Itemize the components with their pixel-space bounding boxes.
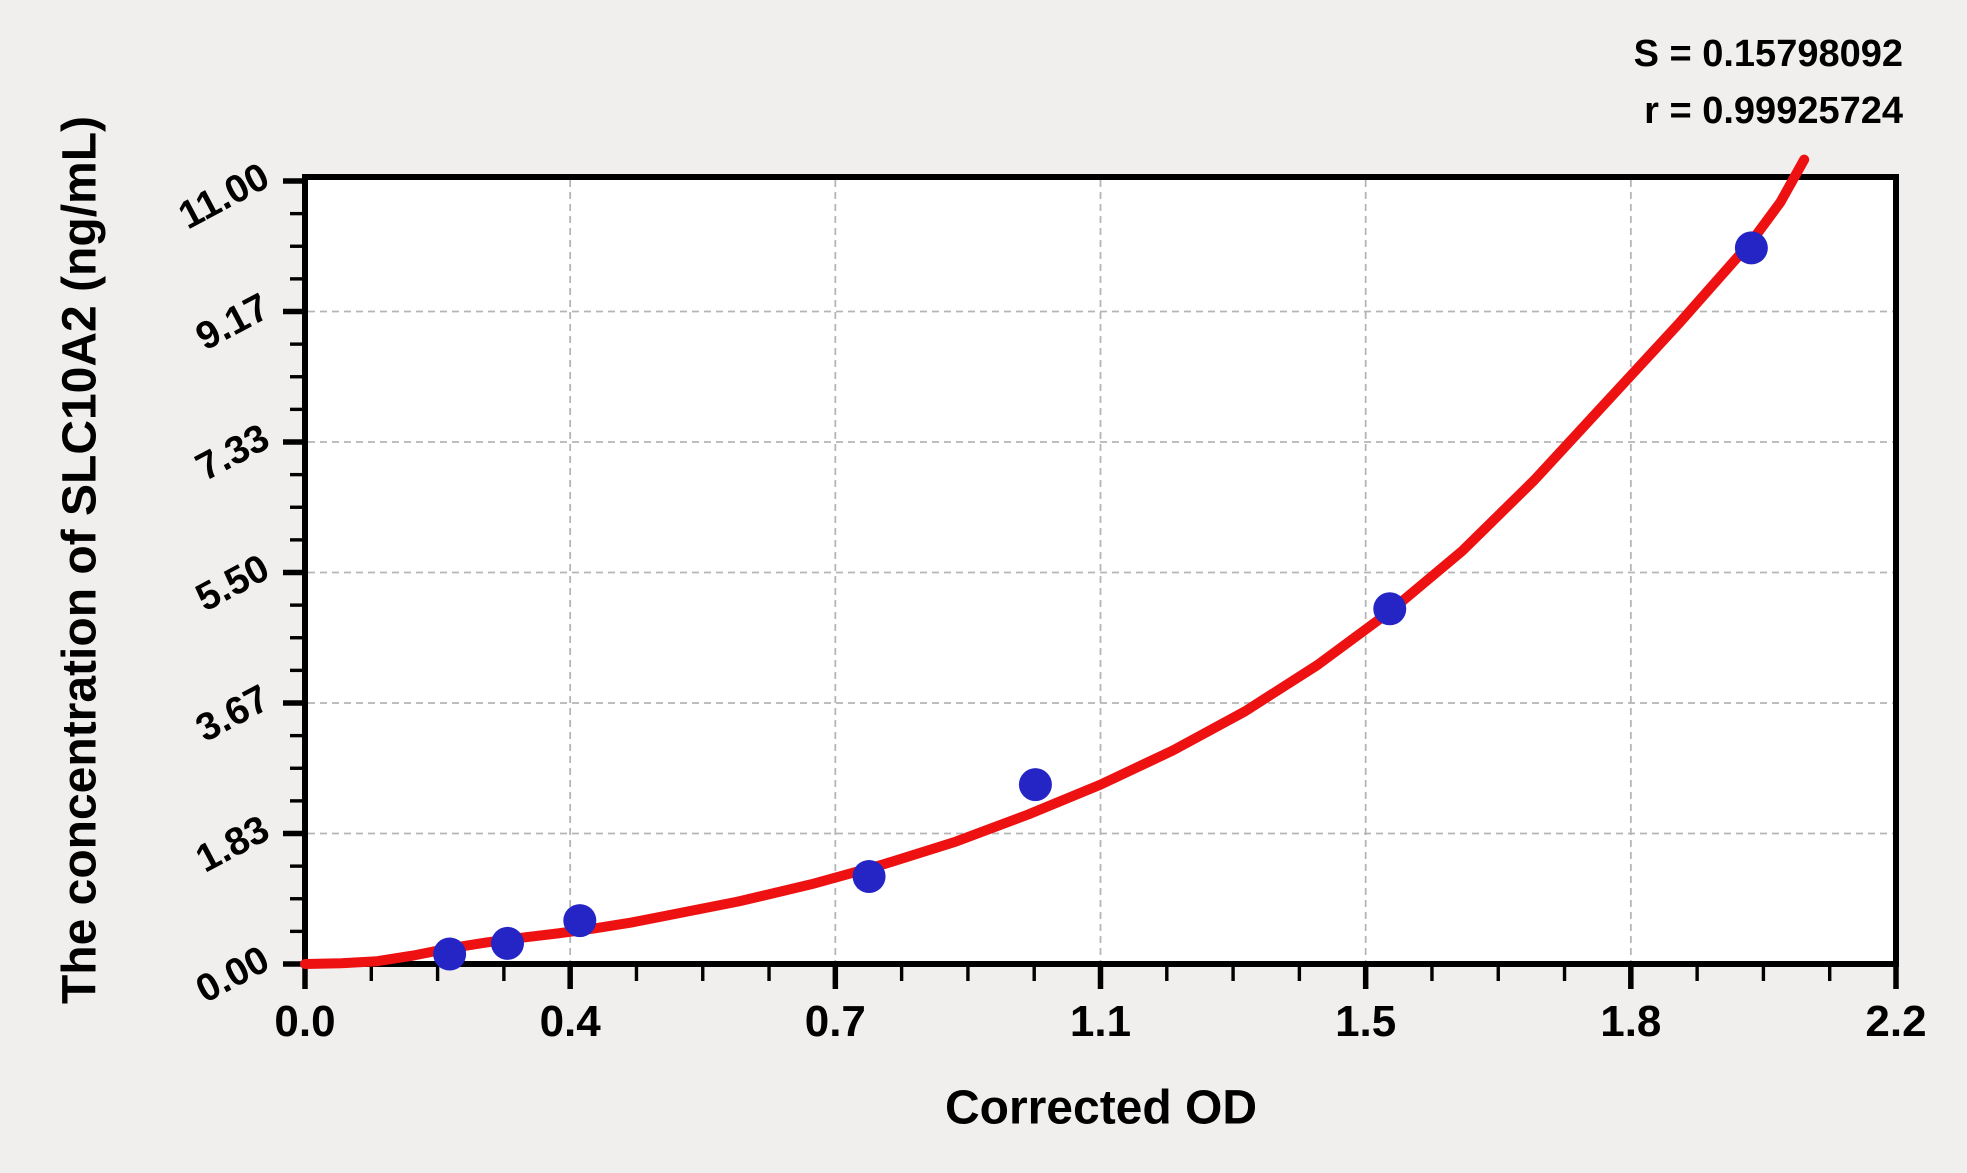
data-point xyxy=(563,904,597,938)
x-tick-label: 0.7 xyxy=(805,997,866,1046)
y-tick-label: 7.33 xyxy=(189,416,276,490)
x-tick-label: 1.5 xyxy=(1335,997,1396,1046)
x-axis-title: Corrected OD xyxy=(944,1081,1258,1135)
x-tick-label: 1.1 xyxy=(1070,997,1131,1046)
y-tick-label: 3.67 xyxy=(189,677,276,751)
data-point xyxy=(1734,231,1768,265)
y-tick-label: 0.00 xyxy=(189,938,276,1012)
x-tick-label: 0.4 xyxy=(540,997,602,1046)
data-point xyxy=(1018,768,1052,802)
x-tick-label: 0.0 xyxy=(274,997,335,1046)
y-tick-label: 9.17 xyxy=(189,285,276,359)
fit-s-value: S = 0.15798092 xyxy=(1633,33,1903,75)
y-tick-label: 1.83 xyxy=(189,807,276,881)
fit-statistics: S = 0.15798092 r = 0.99925724 xyxy=(1634,26,1903,140)
y-tick-label: 11.00 xyxy=(172,155,276,238)
data-point xyxy=(433,937,467,971)
data-point xyxy=(490,926,524,960)
data-point xyxy=(852,859,886,893)
fit-curve xyxy=(300,154,1810,969)
x-tick-label: 2.2 xyxy=(1865,997,1926,1046)
fit-r-value: r = 0.99925724 xyxy=(1644,90,1903,132)
x-tick-label: 1.8 xyxy=(1600,997,1661,1046)
plot-frame xyxy=(302,174,1899,967)
y-tick-label: 5.50 xyxy=(189,546,276,620)
data-point xyxy=(1373,592,1407,626)
